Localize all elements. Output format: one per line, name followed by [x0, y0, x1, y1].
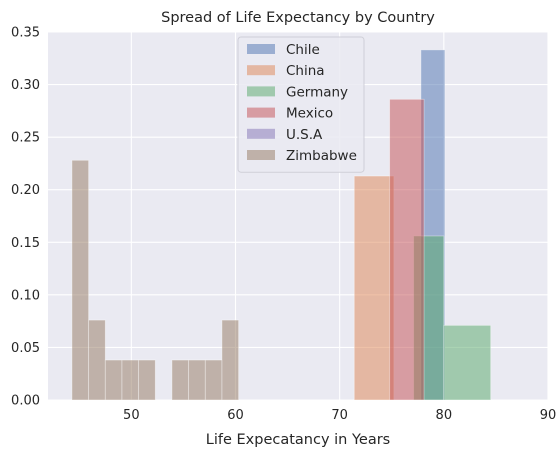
legend-label: U.S.A	[286, 127, 323, 143]
series-mexico	[389, 98, 425, 401]
legend-label: Mexico	[286, 106, 333, 122]
series-zimbabwe	[71, 159, 240, 401]
y-tick-label: 0.00	[11, 394, 40, 409]
histogram-bar	[221, 319, 240, 401]
x-tick-label: 70	[331, 408, 348, 423]
x-tick-label: 90	[540, 408, 557, 423]
histogram-bar	[71, 159, 90, 401]
legend-swatch	[247, 150, 275, 160]
y-tick-label: 0.35	[11, 26, 40, 41]
series-germany	[413, 235, 492, 401]
series-china	[353, 175, 395, 401]
y-tick-label: 0.25	[11, 131, 40, 146]
y-tick-label: 0.30	[11, 78, 40, 93]
histogram-bar	[171, 359, 190, 401]
legend-label: Zimbabwe	[286, 148, 357, 164]
histogram-bar	[443, 324, 492, 401]
histogram-bar	[204, 359, 223, 401]
legend-label: Chile	[286, 42, 320, 58]
y-tick-label: 0.20	[11, 183, 40, 198]
chart-title: Spread of Life Expectancy by Country	[161, 10, 435, 26]
y-tick-label: 0.15	[11, 236, 40, 251]
legend-swatch	[247, 128, 275, 139]
legend-label: China	[286, 63, 325, 79]
legend-swatch	[247, 65, 275, 76]
histogram-bar	[88, 319, 106, 401]
histogram-bar	[104, 359, 123, 401]
histogram-bar	[389, 98, 425, 401]
histogram-bar	[188, 359, 206, 401]
histogram-bar	[353, 175, 395, 401]
x-tick-label: 60	[227, 408, 244, 423]
legend-swatch	[247, 86, 275, 97]
histogram-bar	[121, 359, 140, 401]
legend-label: Germany	[286, 84, 348, 100]
x-axis-title: Life Expecatancy in Years	[206, 432, 390, 448]
y-tick-label: 0.05	[11, 341, 40, 356]
y-tick-label: 0.10	[11, 288, 40, 303]
x-tick-label: 50	[123, 408, 140, 423]
legend-swatch	[247, 44, 275, 54]
x-tick-label: 80	[436, 408, 453, 423]
histogram-bar	[138, 359, 156, 401]
legend-swatch	[247, 107, 275, 118]
